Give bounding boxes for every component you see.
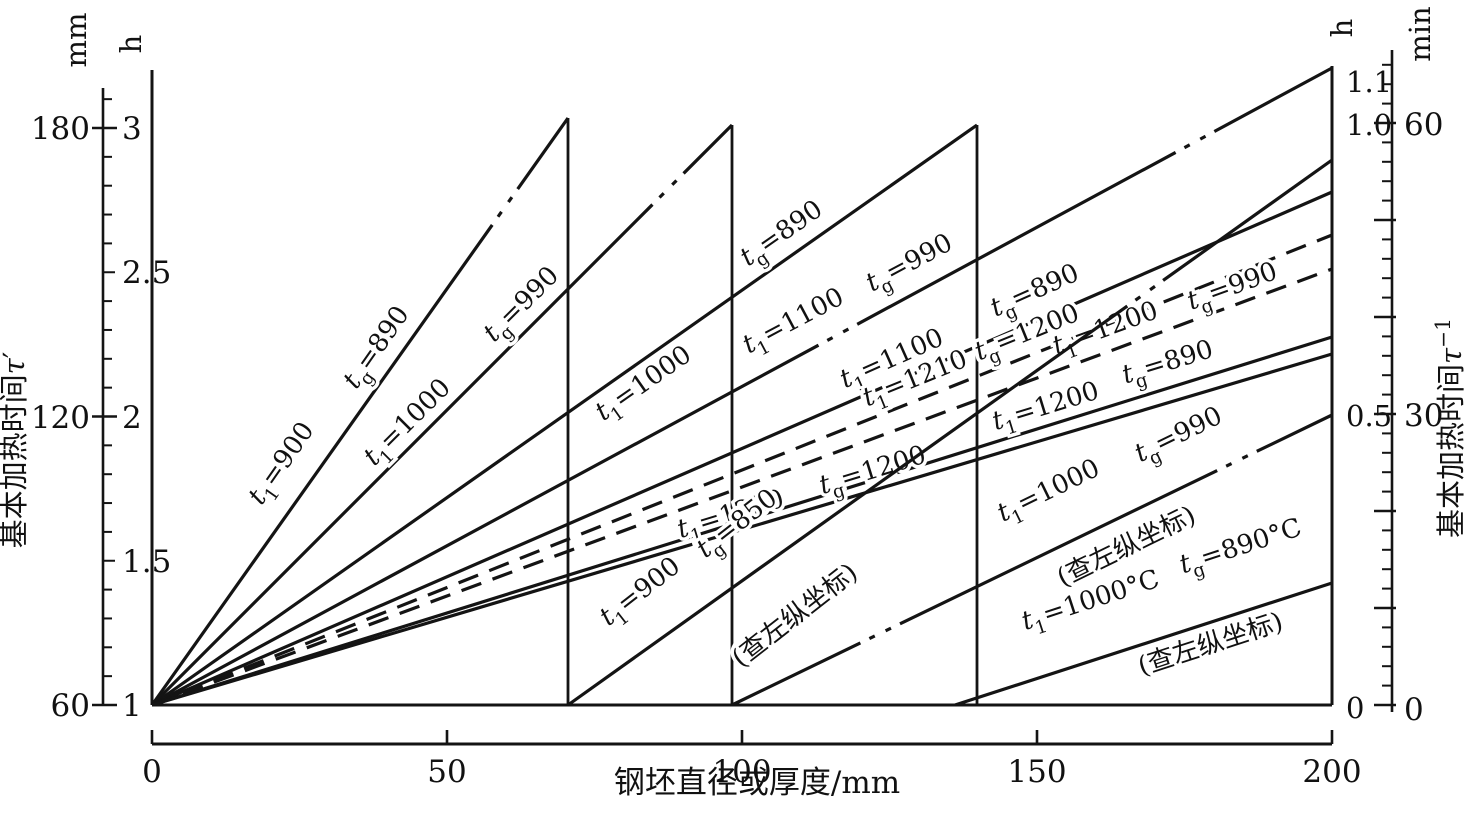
chart-line-t1-1100-tg-990 [151,343,820,707]
left-h-tick-label: 1.5 [122,544,171,580]
line-label-t1-1000-tg-990-left-scale: t1=1000 [992,453,1107,534]
right-h-tick-label: 0 [1346,691,1364,725]
break-dot-t1-900-tg-890 [496,210,503,218]
left-mm-unit-label: mm [59,13,93,68]
chart-line-t1-1000-tg-990-left-scale [899,469,1218,626]
break-dot-t1-1000-tg-990 [671,179,678,186]
chart-line-t1-1210-tg-1200 [151,233,1333,707]
break-dot-t1-900-tg-890 [507,196,514,203]
line-label-t1-1250-tg-1200: tg=1200 [816,440,932,507]
right-h-tick-label: 1.0 [1346,108,1392,142]
break-dot-t1-900-tg-850-left-scale [1149,284,1156,292]
left-mm-tick-label: 120 [31,400,90,436]
right-min-unit-label: min [1403,6,1437,61]
right-h-tick-label: 0.5 [1346,399,1392,433]
line-label-t1-900-tg-890: t1=900 [242,417,325,514]
chart-line-t1-1000C-tg-890C-left-scale [954,581,1333,707]
chart-line-t1-1250-tg-1200 [151,352,1333,707]
chart-line-t1-1000-tg-990 [150,203,654,707]
chart-line-t1-1100-tg-890 [151,190,1333,707]
left-mm-tick-label: 180 [31,111,90,147]
min-tick-label: 30 [1404,398,1443,434]
chart-line-t1-1000-tg-890 [151,123,978,707]
break-dot-t1-1100-tg-990 [1199,134,1207,141]
break-dot-t1-1000-tg-990 [658,192,665,199]
left-h-unit-label: h [114,35,148,54]
x-tick-label: 150 [1007,754,1066,790]
left-h-tick-label: 2.5 [122,255,171,291]
chart-line-t1-1000-tg-990-left-scale [731,641,862,707]
break-dot-t1-1000-tg-990-left-scale [884,626,892,633]
line-label-t1-1000-tg-990: tg=990 [478,261,570,353]
min-tick-label: 60 [1404,107,1443,143]
x-axis-title: 钢坯直径或厚度/mm [614,765,900,801]
chart-line-t1-900-tg-890 [150,223,494,706]
chart-line-t1-1100-tg-990 [1213,66,1333,133]
chart-line-t1-1200-tg-890 [151,335,1333,707]
line-label-t1-1000-tg-990-left-scale: tg=990 [1130,401,1230,474]
x-tick-label: 0 [142,754,162,790]
right-h-tick-label: 1.1 [1346,65,1392,99]
chart-line-t1-1000-tg-990-left-scale [1256,413,1333,453]
chart-line-t1-900-tg-850-left-scale [1162,158,1333,282]
chart-line-t1-900-tg-890 [516,117,570,190]
min-tick-label: 0 [1404,692,1424,728]
line-label-t1-1100-tg-990: t1=1100 [738,282,852,365]
break-dot-t1-1000-tg-990-left-scale [1241,454,1249,460]
left-h-tick-label: 1 [122,688,142,724]
x-tick-label: 100 [712,754,771,790]
chart-line-t1-1000-tg-990 [682,123,734,175]
break-dot-t1-1000-tg-990-left-scale [868,634,876,641]
break-dot-t1-900-tg-850-left-scale [1134,295,1142,302]
chart-line-t1-1200-tg-990 [151,267,1333,707]
x-tick-label: 200 [1302,754,1361,790]
line-label-t1-1100-tg-990: tg=990 [861,228,960,304]
break-dot-t1-1100-tg-990 [842,327,850,334]
left-mm-tick-label: 60 [51,688,90,724]
line-label-t1-1200-tg-890: t1=1200 [989,376,1105,443]
right-axis-title: 基本加热时间τ−1 [1431,318,1468,538]
line-label-t1-1000C-tg-890C-left-scale: (查左纵坐标) [1134,607,1286,682]
break-dot-t1-1100-tg-990 [826,336,834,342]
left-axis-title: 基本加热时间τ′ [0,352,31,549]
x-tick-label: 50 [427,754,466,790]
chart-line-t1-900-tg-850-left-scale [567,304,1129,707]
right-h-unit-label: h [1325,19,1359,38]
line-label-t1-900-tg-850-left-scale: (查左纵坐标) [727,558,864,674]
break-dot-t1-1100-tg-990 [1183,143,1191,150]
left-h-tick-label: 2 [122,400,142,436]
chart-line-t1-1100-tg-990 [856,151,1177,326]
left-h-tick-label: 3 [122,111,142,147]
break-dot-t1-1000-tg-990-left-scale [1225,462,1233,468]
